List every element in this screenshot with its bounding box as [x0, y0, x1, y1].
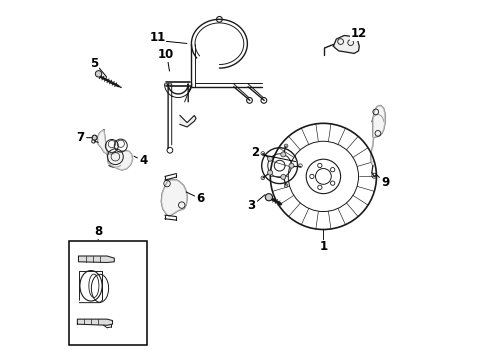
- Polygon shape: [370, 105, 384, 166]
- Text: 2: 2: [251, 145, 259, 158]
- Polygon shape: [161, 180, 187, 216]
- Text: 4: 4: [139, 154, 147, 167]
- Circle shape: [280, 174, 285, 179]
- Text: 1: 1: [319, 240, 327, 253]
- Circle shape: [92, 135, 97, 140]
- Circle shape: [267, 170, 272, 175]
- Text: 10: 10: [157, 48, 173, 61]
- Polygon shape: [333, 36, 359, 53]
- Polygon shape: [77, 319, 112, 325]
- FancyBboxPatch shape: [69, 241, 146, 345]
- Text: 8: 8: [94, 225, 102, 238]
- Text: 3: 3: [246, 199, 255, 212]
- Text: 7: 7: [76, 131, 84, 144]
- Circle shape: [265, 194, 272, 201]
- Circle shape: [95, 71, 102, 77]
- Text: 6: 6: [196, 192, 204, 205]
- Text: 12: 12: [350, 27, 366, 40]
- Polygon shape: [78, 256, 114, 262]
- Circle shape: [267, 156, 272, 161]
- Polygon shape: [180, 116, 196, 127]
- Text: 9: 9: [381, 176, 389, 189]
- Text: 5: 5: [90, 57, 99, 69]
- Circle shape: [280, 152, 285, 157]
- Text: 11: 11: [149, 31, 165, 45]
- Polygon shape: [97, 130, 132, 170]
- Circle shape: [288, 163, 293, 168]
